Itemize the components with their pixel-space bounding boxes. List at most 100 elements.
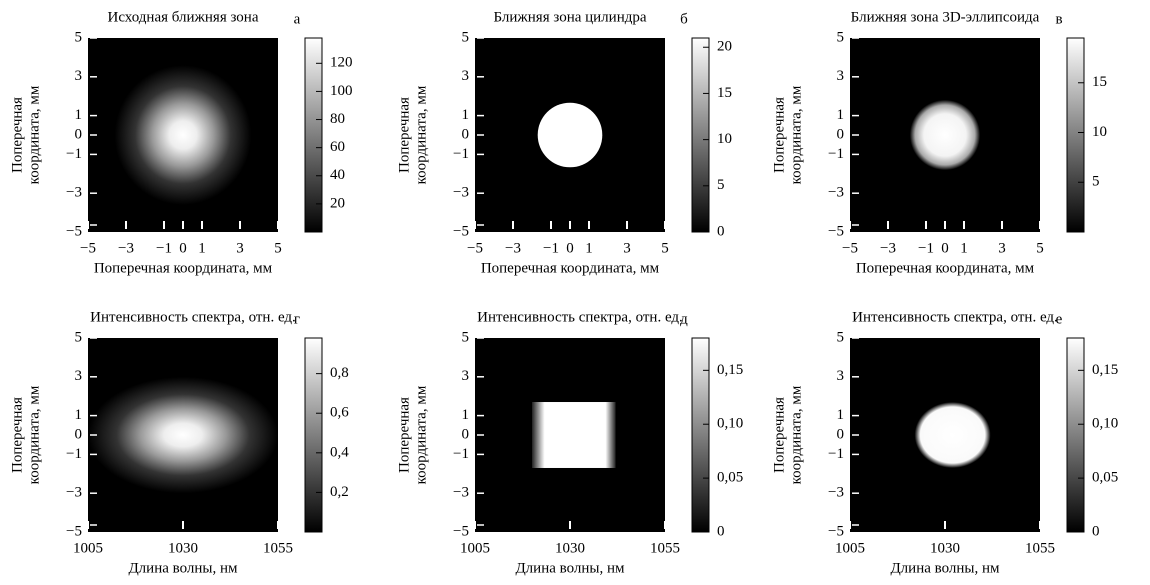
x-tick-label: −5: [842, 240, 858, 256]
colorbar-tick-label: 0,15: [717, 362, 743, 378]
colorbar: [1066, 337, 1085, 533]
y-tick-label: 5: [837, 29, 845, 45]
y-axis-label: Поперечная: [396, 97, 412, 173]
colorbar: [1066, 37, 1085, 233]
y-tick-label: 1: [75, 107, 83, 123]
y-tick-label: 5: [75, 29, 83, 45]
y-tick-label: 3: [462, 68, 470, 84]
colorbar-tick-label: 0,6: [330, 405, 349, 421]
x-tick-label: 0: [179, 240, 187, 256]
colorbar-tick-label: 5: [717, 177, 725, 193]
y-tick-label: 1: [462, 407, 470, 423]
x-tick-label: 3: [998, 240, 1006, 256]
colorbar-tick-label: 0: [717, 523, 725, 539]
y-tick-label: 0: [75, 426, 83, 442]
y-tick-label: 5: [462, 29, 470, 45]
x-tick-label: −3: [880, 240, 896, 256]
colorbar: [304, 37, 323, 233]
x-tick-label: 5: [274, 240, 282, 256]
colorbar-tick-label: 5: [1092, 174, 1100, 190]
y-tick-label: −3: [66, 485, 82, 501]
y-axis-label: Поперечная: [9, 397, 25, 473]
x-tick-label: 1: [198, 240, 206, 256]
y-axis-label: Поперечная: [396, 397, 412, 473]
colorbar-tick-label: 120: [330, 55, 353, 71]
colorbar-tick-label: 20: [717, 39, 732, 55]
colorbar-tick-label: 15: [717, 85, 732, 101]
x-tick-label: −1: [156, 240, 172, 256]
x-tick-label: 1055: [1025, 540, 1055, 556]
y-tick-label: 3: [75, 68, 83, 84]
x-tick-label: 3: [623, 240, 631, 256]
y-tick-label: 1: [837, 107, 845, 123]
colorbar-tick-label: 0,05: [1092, 470, 1118, 486]
y-tick-label: 5: [462, 329, 470, 345]
x-axis-label: Длина волны, нм: [515, 560, 625, 576]
x-tick-label: 1030: [555, 540, 585, 556]
colorbar-tick-label: 0,10: [1092, 416, 1118, 432]
intensity-image: [88, 376, 278, 494]
y-tick-label: −5: [828, 223, 844, 239]
colorbar-tick-label: 15: [1092, 74, 1107, 90]
x-tick-label: 1: [585, 240, 593, 256]
colorbar-tick-label: 0,10: [717, 416, 743, 432]
y-tick-label: −1: [828, 146, 844, 162]
y-tick-label: 3: [837, 368, 845, 384]
x-tick-label: −1: [918, 240, 934, 256]
x-tick-label: −3: [118, 240, 134, 256]
colorbar-tick-label: 100: [330, 83, 353, 99]
x-tick-label: −3: [505, 240, 521, 256]
colorbar-tick-label: 0,2: [330, 484, 349, 500]
y-tick-label: −1: [66, 146, 82, 162]
colorbar-tick-label: 10: [717, 131, 732, 147]
panel-title: Ближняя зона 3D-эллипсоида: [851, 9, 1040, 25]
y-axis-label: координата, мм: [26, 85, 42, 184]
y-tick-label: −3: [453, 485, 469, 501]
y-axis-label: Поперечная: [771, 397, 787, 473]
x-tick-label: 1030: [168, 540, 198, 556]
y-tick-label: −3: [828, 485, 844, 501]
panel-letter: а: [294, 11, 301, 27]
y-tick-label: −5: [828, 523, 844, 539]
y-axis-label: координата, мм: [788, 385, 804, 484]
x-tick-label: −1: [543, 240, 559, 256]
panel-title: Исходная ближняя зона: [108, 9, 259, 25]
colorbar: [691, 337, 710, 533]
intensity-image: [909, 99, 981, 171]
intensity-image: [114, 65, 252, 205]
y-tick-label: −5: [453, 523, 469, 539]
y-tick-label: 1: [75, 407, 83, 423]
panel-title: Интенсивность спектра, отн. ед.: [477, 309, 683, 325]
x-tick-label: 0: [566, 240, 574, 256]
colorbar-tick-label: 0: [717, 223, 725, 239]
x-axis-label: Поперечная координата, мм: [481, 260, 660, 276]
x-tick-label: 1055: [650, 540, 680, 556]
panel-letter: д: [680, 311, 688, 327]
y-tick-label: −3: [453, 185, 469, 201]
panel-letter: б: [680, 11, 688, 27]
y-axis-label: Поперечная: [771, 97, 787, 173]
y-tick-label: −1: [453, 446, 469, 462]
y-tick-label: 5: [75, 329, 83, 345]
colorbar-tick-label: 20: [330, 195, 345, 211]
x-tick-label: −5: [80, 240, 96, 256]
colorbar-tick-label: 0,4: [330, 444, 349, 460]
y-tick-label: 1: [837, 407, 845, 423]
panel-letter: г: [294, 311, 300, 327]
colorbar-tick-label: 0,05: [717, 470, 743, 486]
y-tick-label: 3: [75, 368, 83, 384]
y-tick-label: 0: [75, 126, 83, 142]
x-tick-label: 3: [236, 240, 244, 256]
x-tick-label: 1005: [460, 540, 490, 556]
y-tick-label: −1: [453, 146, 469, 162]
colorbar-tick-label: 0,15: [1092, 362, 1118, 378]
y-tick-label: −3: [828, 185, 844, 201]
y-axis-label: координата, мм: [413, 385, 429, 484]
colorbar: [304, 337, 323, 533]
intensity-image: [532, 402, 616, 468]
y-axis-label: координата, мм: [413, 85, 429, 184]
intensity-image: [537, 102, 603, 168]
y-tick-label: 0: [837, 126, 845, 142]
y-tick-label: 0: [837, 426, 845, 442]
